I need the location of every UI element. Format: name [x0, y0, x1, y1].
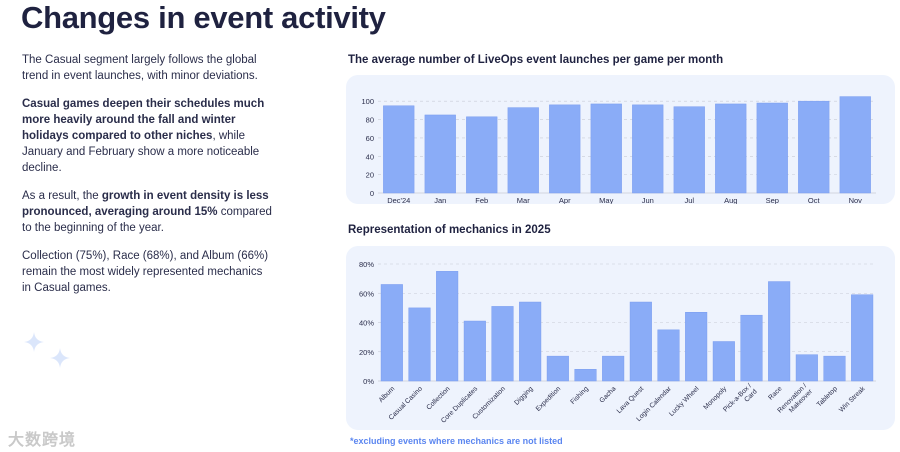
- paragraph-density-pre: As a result, the: [22, 190, 102, 202]
- y-tick-label: 0: [370, 189, 374, 198]
- x-tick-label: Jun: [642, 196, 654, 204]
- paragraph-holidays: Casual games deepen their schedules much…: [22, 96, 272, 176]
- bar: [424, 114, 456, 194]
- x-tick-label: Lucky Wheel: [668, 385, 701, 418]
- bar: [768, 281, 791, 382]
- x-tick-label: May: [599, 196, 613, 204]
- x-tick-label: Sep: [766, 196, 779, 204]
- paragraph-mechanics: Collection (75%), Race (68%), and Album …: [22, 250, 269, 294]
- bar: [383, 105, 415, 194]
- bar: [712, 341, 735, 382]
- bar: [602, 355, 625, 382]
- bar: [629, 301, 652, 382]
- bar: [756, 102, 788, 194]
- y-tick-label: 20%: [359, 348, 374, 357]
- paragraph-density: As a result, the growth in event density…: [22, 188, 272, 236]
- y-tick-label: 60%: [359, 289, 374, 298]
- watermark: 大数跨境: [8, 432, 77, 449]
- chart1-panel: 0 20 40 60 80 100 Dec'24 Jan Feb Mar Apr May Jun Jul A…: [346, 75, 895, 205]
- x-tick-label: Pick-a-Box /Card: [722, 382, 759, 419]
- y-tick-label: 40: [366, 152, 374, 161]
- x-tick-label: Renovation /Makeover: [776, 382, 814, 420]
- x-tick-label: Jul: [684, 196, 694, 204]
- chart2-panel: 0% 20% 40% 60% 80% Album Casual Casino Collecti…: [346, 246, 895, 430]
- x-tick-label: Jan: [434, 196, 446, 204]
- sparkle-icon: [24, 332, 70, 368]
- x-tick-label: Collection: [426, 385, 452, 411]
- x-tick-label: Tabletop: [816, 385, 839, 408]
- x-tick-label: Race: [767, 385, 783, 401]
- x-tick-label: Feb: [475, 196, 488, 204]
- paragraph-density-rest: compared to the beginning of the year.: [22, 206, 272, 234]
- bar: [574, 369, 597, 382]
- bar: [740, 314, 763, 382]
- x-tick-label: Mar: [517, 196, 530, 204]
- bar: [491, 306, 514, 382]
- x-tick-label: Win Streak: [838, 385, 867, 414]
- bar: [380, 284, 403, 382]
- bar: [632, 104, 664, 194]
- paragraph-holidays-bold: Casual games deepen their schedules much…: [22, 98, 265, 142]
- bar: [851, 294, 874, 382]
- page-title: Changes in event activity: [21, 0, 386, 35]
- bar: [839, 96, 871, 194]
- bar: [466, 116, 498, 194]
- chart2-title: Representation of mechanics in 2025: [348, 224, 551, 236]
- bar: [436, 271, 459, 382]
- y-tick-label: 0%: [363, 377, 374, 386]
- bar: [549, 104, 581, 194]
- bar: [507, 107, 539, 194]
- y-tick-label: 100: [361, 97, 374, 106]
- bar: [657, 329, 680, 382]
- x-tick-label: Lava Quest: [616, 385, 646, 415]
- chart1-svg: 0 20 40 60 80 100 Dec'24 Jan Feb Mar Apr May Jun Jul A…: [361, 96, 876, 205]
- bar: [463, 320, 486, 382]
- y-tick-label: 60: [366, 134, 374, 143]
- bar: [546, 355, 569, 382]
- x-tick-label: Apr: [559, 196, 571, 204]
- x-tick-label: Digging: [513, 385, 534, 406]
- bar: [519, 301, 542, 382]
- y-tick-label: 80%: [359, 260, 374, 269]
- y-tick-label: 80: [366, 116, 374, 125]
- x-tick-label: Aug: [724, 196, 737, 204]
- x-tick-label: Album: [378, 385, 397, 404]
- description: The Casual segment largely follows the g…: [22, 52, 272, 308]
- bar: [795, 354, 818, 382]
- bar: [590, 103, 622, 194]
- bar: [823, 355, 846, 382]
- x-tick-label: Gacha: [598, 385, 617, 404]
- bar: [798, 100, 830, 194]
- bar: [715, 103, 747, 194]
- y-tick-label: 20: [366, 171, 374, 180]
- bar: [408, 307, 431, 382]
- x-tick-label: Nov: [849, 196, 863, 204]
- bar: [685, 312, 708, 382]
- paragraph-intro: The Casual segment largely follows the g…: [22, 54, 258, 82]
- paragraph-density-bold: growth in event density is less pronounc…: [22, 190, 269, 218]
- bar: [673, 106, 705, 194]
- paragraph-holidays-rest: , while January and February show a more…: [22, 130, 260, 174]
- footnote: *excluding events where mechanics are no…: [350, 436, 563, 446]
- x-tick-label: Expedition: [535, 385, 563, 413]
- chart1-title: The average number of LiveOps event laun…: [348, 54, 724, 66]
- x-tick-label: Dec'24: [387, 196, 410, 204]
- y-tick-label: 40%: [359, 319, 374, 328]
- x-tick-label: Oct: [808, 196, 821, 204]
- x-tick-label: Fishing: [569, 385, 590, 406]
